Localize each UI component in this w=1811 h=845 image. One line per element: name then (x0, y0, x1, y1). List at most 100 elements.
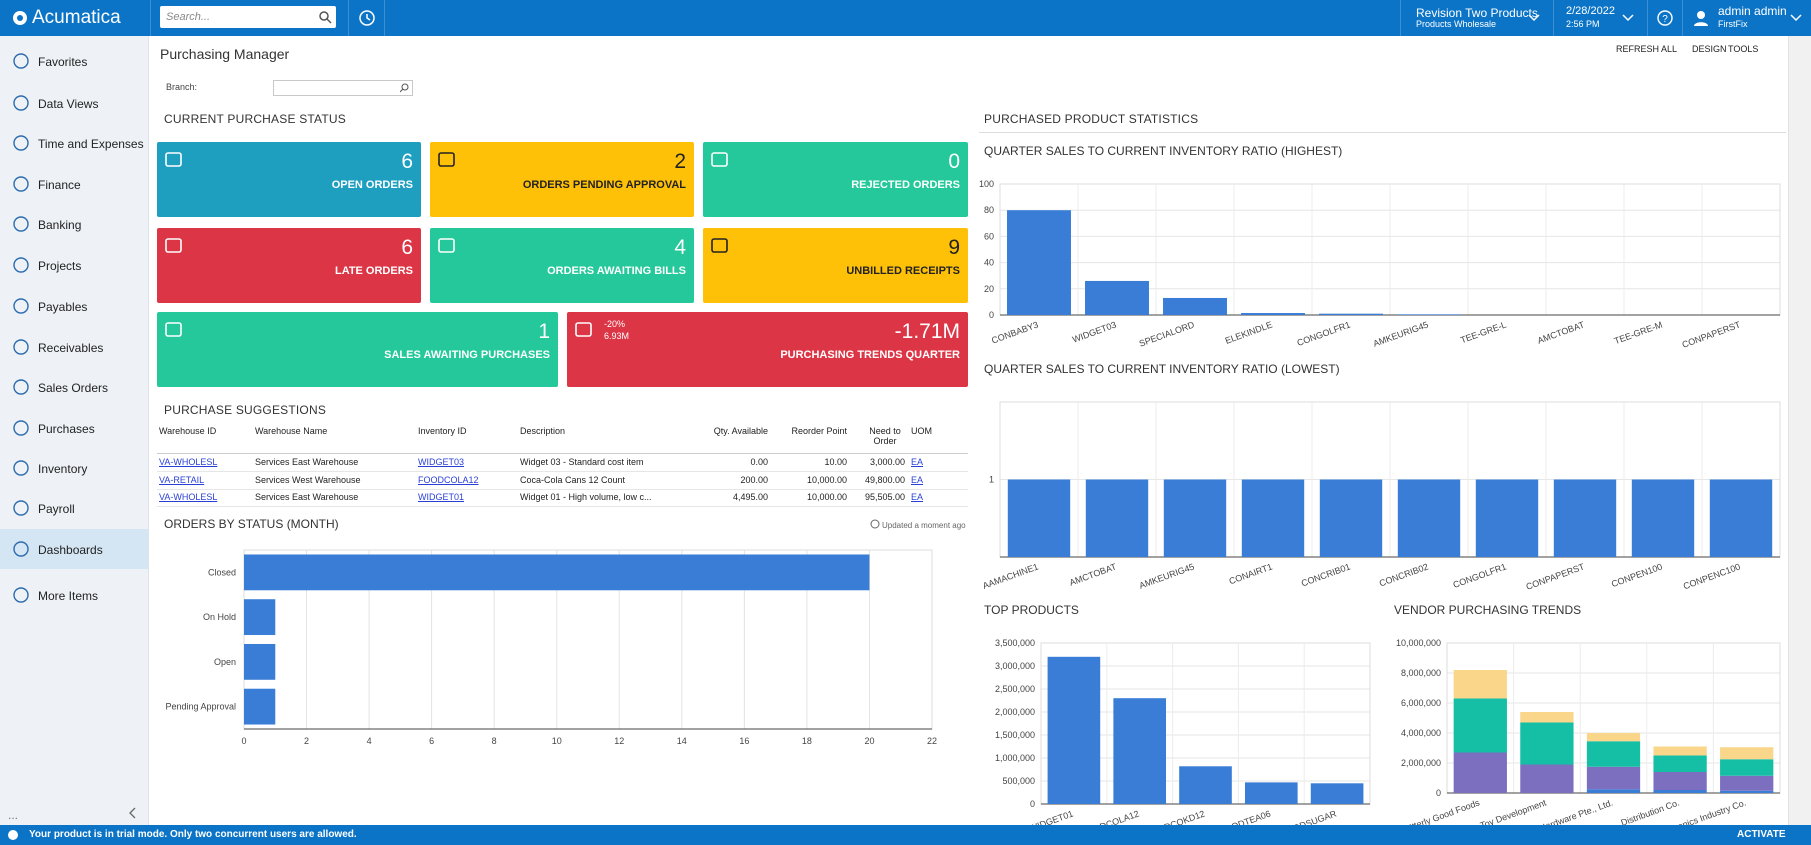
footer: Your product is in trial mode. Only two … (0, 825, 1811, 845)
nav-label[interactable]: Projects (38, 259, 82, 273)
nav-label[interactable]: More Items (38, 589, 99, 603)
divider (1400, 0, 1401, 36)
nav-label[interactable]: Sales Orders (38, 381, 109, 395)
toolbar-button[interactable]: DESIGN (1692, 44, 1727, 54)
bar-segment (1720, 775, 1774, 791)
cell: 95,505.00 (864, 492, 905, 502)
x-tick-label: 18 (802, 736, 812, 746)
cell: Services East Warehouse (255, 457, 359, 467)
icon-shape (13, 95, 29, 111)
help-icon[interactable]: ? (1657, 10, 1673, 26)
tile[interactable]: 6 LATE ORDERS (157, 228, 421, 303)
nav-item[interactable]: Receivables (0, 327, 148, 367)
x-tick-label: CONGOLFR1 (1452, 561, 1508, 590)
nav-item[interactable]: Sales Orders (0, 367, 148, 407)
toolbar-button[interactable]: TOOLS (1728, 44, 1759, 54)
collapse-icon[interactable] (128, 807, 138, 819)
tile[interactable]: 2 ORDERS PENDING APPROVAL (430, 142, 694, 217)
column-header: Warehouse Name (255, 426, 328, 436)
nav-item[interactable]: Inventory (0, 448, 148, 488)
nav-item[interactable]: More Items (0, 575, 148, 615)
scrollbar[interactable] (1788, 36, 1811, 825)
nav-item[interactable]: Payables (0, 286, 148, 326)
toolbar-button[interactable]: REFRESH ALL (1616, 44, 1678, 54)
tile[interactable]: 9 UNBILLED RECEIPTS (703, 228, 968, 303)
tile[interactable]: 4 ORDERS AWAITING BILLS (430, 228, 694, 303)
activate[interactable]: ACTIVATE (1737, 829, 1786, 840)
divider (1553, 0, 1554, 36)
x-tick-label: AMKEURIG45 (1138, 561, 1196, 590)
logo[interactable]: Acumatica (32, 7, 121, 28)
cell-link[interactable]: VA-RETAIL (159, 474, 205, 485)
nav-label[interactable]: Favorites (38, 55, 88, 69)
bar (1475, 479, 1539, 557)
tile-label: UNBILLED RECEIPTS (846, 265, 960, 277)
nav-item[interactable]: Dashboards (0, 529, 148, 569)
nav-label[interactable]: Payroll (38, 502, 75, 516)
cell-link[interactable]: EA (911, 492, 924, 502)
nav-label[interactable]: Time and Expenses (38, 137, 144, 151)
cell-link[interactable]: WIDGET03 (418, 457, 465, 467)
x-tick-label: AMCTOBAT (1068, 561, 1118, 587)
nav-label[interactable]: Banking (38, 218, 82, 232)
nav-item[interactable]: Banking (0, 204, 148, 244)
nav-item[interactable]: Purchases (0, 408, 148, 448)
y-tick-label: 60 (984, 231, 994, 241)
nav-label[interactable]: Inventory (38, 462, 88, 476)
y-tick-label: 500,000 (1002, 776, 1035, 786)
x-tick-label: AMKEURIG45 (1372, 319, 1430, 348)
icon-shape (711, 152, 728, 167)
nav-label[interactable]: Purchases (38, 422, 95, 436)
nav-item[interactable]: Time and Expenses (0, 123, 148, 163)
tile[interactable]: 6 OPEN ORDERS (157, 142, 421, 217)
search-box[interactable]: Search... (160, 6, 336, 28)
nav-label[interactable]: Payables (38, 300, 88, 314)
user[interactable]: admin admin (1718, 4, 1787, 18)
nav-item[interactable]: Data Views (0, 83, 148, 123)
cell-link[interactable]: WIDGET01 (418, 492, 465, 502)
x-tick-label: CONPAPERST (1525, 561, 1587, 592)
bar-segment (1653, 772, 1707, 790)
tile[interactable]: 0 REJECTED ORDERS (703, 142, 968, 217)
cell-link[interactable]: EA (911, 457, 924, 467)
icon-shape (13, 420, 29, 436)
cell-link[interactable]: FOODCOLA12 (418, 474, 479, 485)
cell-link[interactable]: EA (911, 474, 924, 485)
tile-icon (711, 152, 728, 167)
history-icon[interactable] (358, 9, 376, 27)
y-tick-label: 6,000,000 (1401, 698, 1441, 708)
nav-icon (13, 216, 29, 232)
tenant[interactable]: FirstFix (1718, 19, 1748, 29)
nav-label[interactable]: Receivables (38, 341, 104, 355)
bar-segment (1720, 747, 1774, 760)
nav-label[interactable]: Data Views (38, 97, 99, 111)
nav-icon (13, 135, 29, 151)
company[interactable]: Revision Two Products (1416, 6, 1538, 20)
cell: 49,800.00 (864, 474, 905, 485)
branch[interactable]: Products Wholesale (1416, 19, 1497, 29)
nav-item[interactable]: Finance (0, 164, 148, 204)
icon-shape (165, 322, 182, 337)
cell-link[interactable]: VA-WHOLESL (159, 492, 218, 502)
nav-item[interactable]: Projects (0, 245, 148, 285)
tile-label: ORDERS PENDING APPROVAL (522, 179, 686, 191)
date[interactable]: 2/28/2022 (1566, 5, 1615, 17)
tile-value: 9 (948, 236, 960, 259)
cell-link[interactable]: VA-WHOLESL (159, 457, 218, 467)
nav-label[interactable]: Dashboards (38, 543, 103, 557)
section-rule (979, 132, 1786, 133)
divider (1647, 0, 1648, 36)
tile[interactable]: 1 SALES AWAITING PURCHASES (157, 312, 558, 387)
row-rule (157, 471, 968, 472)
icon-shape (711, 238, 728, 253)
tile[interactable]: -1.71M PURCHASING TRENDS QUARTER -20% 6.93M (567, 312, 968, 387)
bar-segment (1653, 755, 1707, 772)
x-tick-label: 12 (614, 736, 624, 746)
x-tick-label: CONCRIB01 (1300, 561, 1352, 588)
nav-label[interactable]: Finance (38, 178, 81, 192)
branch-input[interactable] (273, 80, 413, 96)
time[interactable]: 2:56 PM (1566, 19, 1600, 29)
nav-item[interactable]: Payroll (0, 488, 148, 528)
nav-item[interactable]: Favorites (0, 41, 148, 81)
